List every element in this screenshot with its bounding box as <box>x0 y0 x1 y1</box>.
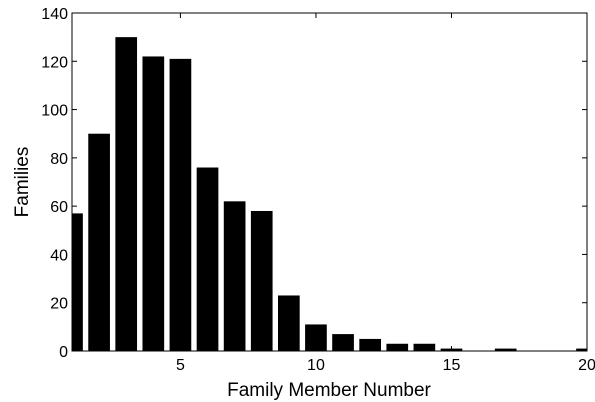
y-tick-label-140: 140 <box>41 6 68 23</box>
bar-8 <box>250 210 273 351</box>
bar-14 <box>413 343 436 351</box>
bar-7 <box>223 201 246 351</box>
y-tick-label-0: 0 <box>59 344 68 361</box>
bar-11 <box>332 334 354 351</box>
y-tick-label-120: 120 <box>41 54 68 71</box>
y-axis-ticks: 0 20 40 60 80 100 120 140 <box>41 6 587 361</box>
x-axis-ticks: 5 10 15 20 <box>176 13 595 374</box>
bar-10 <box>305 324 327 351</box>
bar-12 <box>359 338 381 351</box>
bar-20 <box>576 348 587 351</box>
x-tick-label-10: 10 <box>307 357 325 374</box>
y-tick-label-100: 100 <box>41 103 68 120</box>
bar-13 <box>386 343 409 351</box>
x-tick-label-5: 5 <box>176 357 185 374</box>
bar-5 <box>169 58 192 351</box>
bar-17 <box>494 348 517 351</box>
y-tick-label-60: 60 <box>50 199 68 216</box>
bars-group <box>72 37 587 352</box>
bar-6 <box>196 167 219 351</box>
x-tick-label-15: 15 <box>443 357 461 374</box>
bar-3 <box>115 37 138 352</box>
bar-2 <box>88 133 110 351</box>
bar-9 <box>278 295 300 351</box>
x-axis-label: Family Member Number <box>227 380 431 401</box>
plot-frame <box>71 12 588 352</box>
y-tick-label-40: 40 <box>50 247 68 264</box>
x-tick-label-20: 20 <box>578 357 595 374</box>
y-tick-label-20: 20 <box>50 296 68 313</box>
bar-1 <box>72 213 83 351</box>
y-tick-label-80: 80 <box>50 151 68 168</box>
y-axis-label: Families <box>12 147 33 218</box>
bar-4 <box>142 56 165 351</box>
